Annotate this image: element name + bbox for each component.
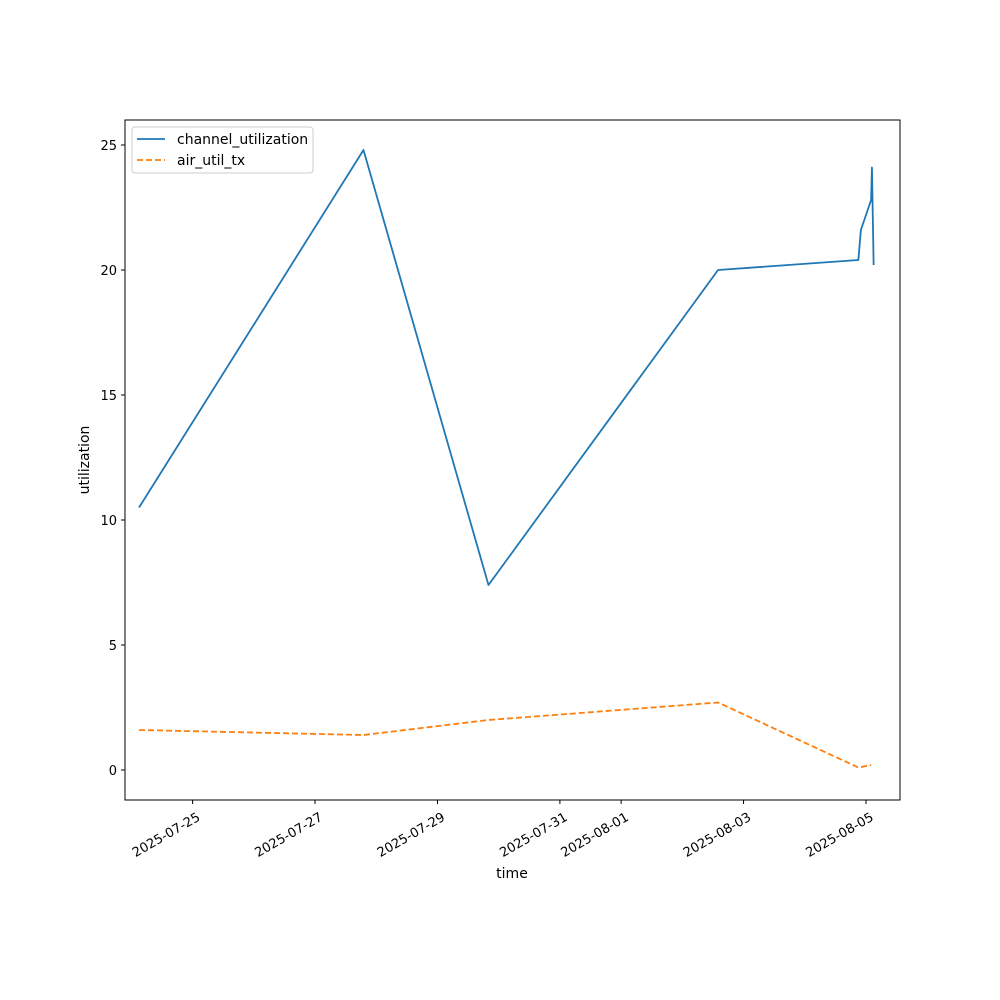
- legend-box: [131, 126, 314, 174]
- y-axis: 0 5 10 15 20 25: [100, 139, 125, 779]
- plot-lines: [138, 149, 875, 769]
- y-tick-label: 20: [100, 264, 117, 279]
- y-axis-label: utilization: [77, 426, 93, 495]
- y-tick-label: 5: [109, 639, 117, 654]
- legend: channel_utilization air_util_tx: [131, 126, 314, 174]
- y-tick-label: 10: [100, 514, 117, 529]
- y-tick-label: 0: [109, 764, 117, 779]
- series-line-channel_utilization: [138, 149, 875, 586]
- plot-frame: [124, 119, 901, 801]
- x-axis-label: time: [496, 866, 528, 882]
- legend-label-channel_utilization: channel_utilization: [177, 132, 308, 148]
- y-tick-label: 15: [100, 389, 117, 404]
- legend-entries: channel_utilization air_util_tx: [137, 132, 308, 169]
- y-tick-label: 25: [100, 139, 117, 154]
- legend-label-air_util_tx: air_util_tx: [177, 153, 245, 169]
